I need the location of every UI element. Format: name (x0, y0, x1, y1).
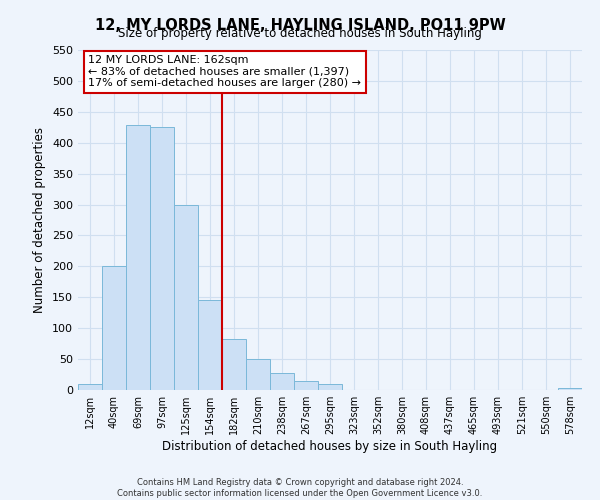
Bar (198, 300, 222, 390)
Bar (126, 126, 150, 390)
X-axis label: Distribution of detached houses by size in South Hayling: Distribution of detached houses by size … (163, 440, 497, 453)
Bar (78, 384, 102, 390)
Bar (246, 359, 270, 390)
Text: Size of property relative to detached houses in South Hayling: Size of property relative to detached ho… (118, 28, 482, 40)
Bar (558, 388, 582, 390)
Text: 12, MY LORDS LANE, HAYLING ISLAND, PO11 9PW: 12, MY LORDS LANE, HAYLING ISLAND, PO11 … (95, 18, 505, 32)
Bar (174, 204, 198, 390)
Bar (318, 384, 342, 390)
Bar (222, 338, 246, 390)
Bar (150, 128, 174, 390)
Text: 12 MY LORDS LANE: 162sqm
← 83% of detached houses are smaller (1,397)
17% of sem: 12 MY LORDS LANE: 162sqm ← 83% of detach… (88, 55, 361, 88)
Text: Contains HM Land Registry data © Crown copyright and database right 2024.
Contai: Contains HM Land Registry data © Crown c… (118, 478, 482, 498)
Y-axis label: Number of detached properties: Number of detached properties (34, 127, 46, 313)
Bar (102, 266, 126, 390)
Bar (270, 374, 294, 390)
Bar (294, 382, 318, 390)
